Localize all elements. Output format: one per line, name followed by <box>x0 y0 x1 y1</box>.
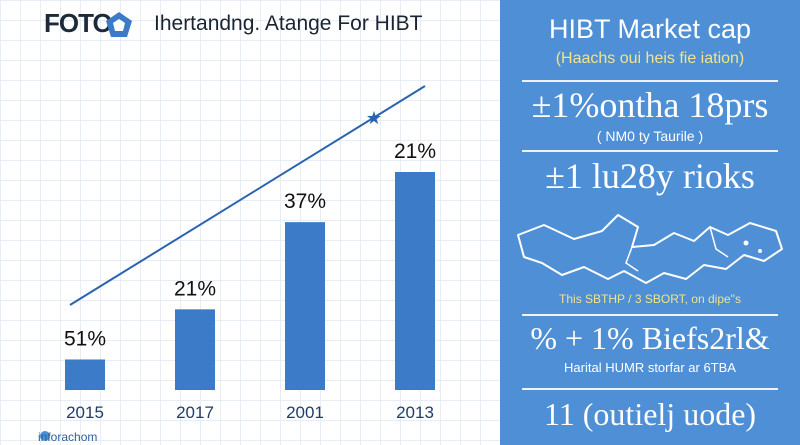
stat-tertiary: % + 1% Biefs2rl& <box>530 320 770 356</box>
data-label: 51% <box>64 327 106 350</box>
info-panel: HIBT Market cap (Haachs oui heis fie iat… <box>500 0 800 445</box>
map-caption: This SBTHP / 3 SBORT, on dipe"s <box>559 292 741 306</box>
stat-tertiary-note: Harital HUMR storfar ar 6TBA <box>564 360 736 375</box>
stat-primary-note: ( NM0 ty Taurile ) <box>596 128 704 144</box>
map-outline-icon <box>517 214 783 284</box>
trend-line <box>69 85 426 306</box>
x-tick-label: 2001 <box>286 403 324 422</box>
divider <box>522 150 778 152</box>
divider <box>522 80 778 82</box>
x-tick-label: 2013 <box>396 403 434 422</box>
bar-2015 <box>65 359 105 390</box>
star-marker-icon: ★ <box>366 108 382 128</box>
chart-title: Ihertandng. Atange For HIBT <box>154 12 423 35</box>
bar-2013 <box>395 172 435 390</box>
divider <box>522 314 778 316</box>
logo: FOTO <box>44 8 113 38</box>
credit-text: inforachom <box>38 430 98 444</box>
panel-subtitle: (Haachs oui heis fie iation) <box>555 50 745 67</box>
x-tick-label: 2017 <box>176 403 214 422</box>
stat-secondary: ±1 lu28y rioks <box>545 156 755 196</box>
x-tick-label: 2015 <box>66 403 104 422</box>
data-label: 37% <box>284 190 326 213</box>
bar-2001 <box>285 222 325 390</box>
logo-pentagon-icon <box>106 12 132 37</box>
bar-chart: 51% 21% 37% 21% 2015 2017 2001 2013 ★ <box>64 85 436 422</box>
stat-primary: ±1%ontha 18prs <box>531 85 769 125</box>
data-label: 21% <box>174 277 216 300</box>
panel-title: HIBT Market cap <box>548 14 752 44</box>
credit-icon <box>40 431 50 441</box>
bar-2017 <box>175 309 215 390</box>
divider <box>522 388 778 390</box>
stat-footer: 11 (outielj uode) <box>543 396 757 432</box>
data-label: 21% <box>394 140 436 163</box>
chart-panel: FOTO Ihertandng. Atange For HIBT 51% 21% 3… <box>0 0 500 445</box>
